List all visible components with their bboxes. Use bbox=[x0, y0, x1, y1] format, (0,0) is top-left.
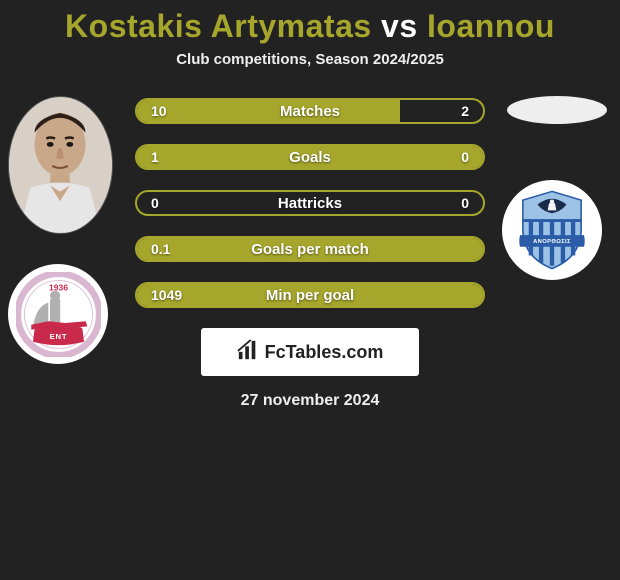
vs-text: vs bbox=[381, 8, 418, 44]
player1-name: Kostakis Artymatas bbox=[65, 8, 372, 44]
stat-row: 0Hattricks0 bbox=[135, 190, 485, 216]
stat-label: Matches bbox=[137, 103, 483, 120]
stat-right-value: 2 bbox=[461, 103, 469, 119]
stat-right-value: 0 bbox=[461, 149, 469, 165]
left-column: 1936 ENT bbox=[8, 96, 118, 364]
subtitle: Club competitions, Season 2024/2025 bbox=[0, 51, 620, 68]
stat-row: 0.1Goals per match bbox=[135, 236, 485, 262]
stat-row: 1Goals0 bbox=[135, 144, 485, 170]
chart-icon bbox=[237, 339, 259, 366]
svg-text:ΑΝΟΡΘΩΣΙΣ: ΑΝΟΡΘΩΣΙΣ bbox=[533, 239, 571, 245]
page-title: Kostakis Artymatas vs Ioannou bbox=[0, 0, 620, 51]
right-column: ΑΝΟΡΘΩΣΙΣ bbox=[502, 96, 612, 280]
footer-brand-text: FcTables.com bbox=[265, 342, 384, 363]
stat-row: 10Matches2 bbox=[135, 98, 485, 124]
badge-year: 1936 bbox=[49, 282, 68, 292]
footer-date: 27 november 2024 bbox=[0, 392, 620, 410]
footer-brand-badge: FcTables.com bbox=[201, 328, 419, 376]
player1-club-badge: 1936 ENT bbox=[8, 264, 108, 364]
player2-avatar-placeholder bbox=[507, 96, 607, 124]
player2-club-badge: ΑΝΟΡΘΩΣΙΣ bbox=[502, 180, 602, 280]
stat-bars: 10Matches21Goals00Hattricks00.1Goals per… bbox=[135, 96, 485, 308]
stat-label: Goals bbox=[137, 149, 483, 166]
stat-label: Goals per match bbox=[137, 241, 483, 258]
stat-label: Hattricks bbox=[137, 195, 483, 212]
stat-row: 1049Min per goal bbox=[135, 282, 485, 308]
stat-right-value: 0 bbox=[461, 195, 469, 211]
stat-label: Min per goal bbox=[137, 287, 483, 304]
content-area: 1936 ENT bbox=[0, 96, 620, 308]
svg-text:ENT: ENT bbox=[49, 332, 67, 341]
player1-avatar bbox=[8, 96, 113, 234]
player2-name: Ioannou bbox=[427, 8, 555, 44]
